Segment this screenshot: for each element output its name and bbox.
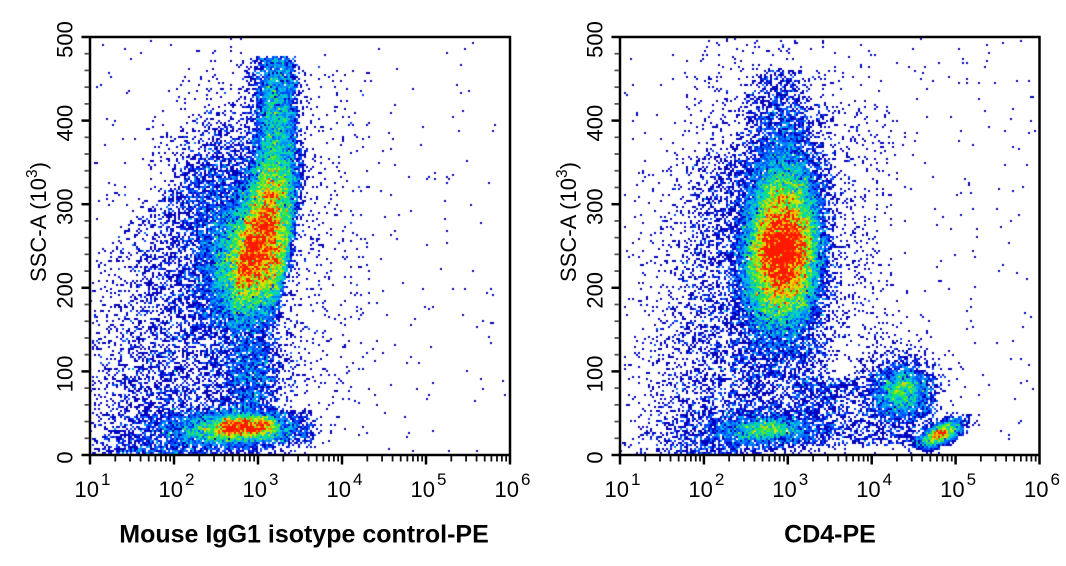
svg-text:0: 0 bbox=[53, 451, 78, 463]
svg-text:500: 500 bbox=[583, 21, 608, 58]
svg-text:103: 10 3 bbox=[772, 470, 808, 502]
svg-text:300: 300 bbox=[583, 188, 608, 225]
svg-text:200: 200 bbox=[583, 272, 608, 309]
svg-text:106: 10 6 bbox=[495, 470, 531, 502]
svg-text:300: 300 bbox=[53, 188, 78, 225]
svg-text:102: 10 2 bbox=[688, 470, 724, 502]
svg-text:105: 10 5 bbox=[940, 470, 976, 502]
svg-text:101: 10 1 bbox=[605, 470, 641, 502]
svg-text:106: 10 6 bbox=[1024, 470, 1060, 502]
svg-text:500: 500 bbox=[53, 21, 78, 58]
svg-text:103: 10 3 bbox=[243, 470, 279, 502]
svg-text:102: 10 2 bbox=[159, 470, 195, 502]
svg-text:105: 10 5 bbox=[411, 470, 447, 502]
svg-text:SSC-A (103): SSC-A (103) bbox=[24, 162, 51, 282]
svg-text:200: 200 bbox=[53, 272, 78, 309]
svg-text:104: 10 4 bbox=[856, 470, 892, 502]
svg-text:104: 10 4 bbox=[327, 470, 363, 502]
svg-text:400: 400 bbox=[53, 105, 78, 142]
svg-text:0: 0 bbox=[583, 451, 608, 463]
svg-text:100: 100 bbox=[53, 356, 78, 393]
svg-text:101: 10 1 bbox=[75, 470, 111, 502]
svg-text:100: 100 bbox=[583, 356, 608, 393]
svg-text:SSC-A (103): SSC-A (103) bbox=[554, 162, 581, 282]
svg-text:CD4-PE: CD4-PE bbox=[784, 521, 876, 549]
svg-text:400: 400 bbox=[583, 105, 608, 142]
svg-text:Mouse IgG1 isotype control-PE: Mouse IgG1 isotype control-PE bbox=[119, 521, 489, 549]
